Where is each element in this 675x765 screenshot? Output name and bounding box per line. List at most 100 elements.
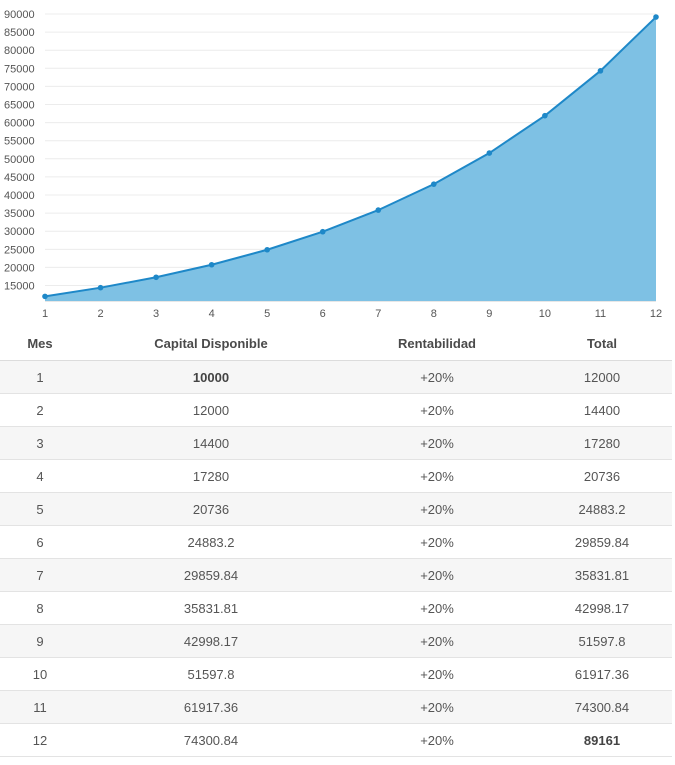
cell-mes: 1 [0,360,80,394]
y-tick-label: 75000 [4,63,35,75]
cell-capital: 74300.84 [80,723,342,757]
y-tick-label: 15000 [4,281,35,293]
data-point [319,228,326,235]
data-point [264,246,270,253]
growth-chart: 15000 20000 25000 30000 35000 40000 45000 50000… [0,0,675,326]
cell-total: 29859.84 [532,525,672,559]
cell-rentabilidad: +20% [342,558,532,592]
y-tick-label: 55000 [4,136,35,148]
returns-table-container: Mes Capital Disponible Rentabilidad Tota… [0,326,672,757]
header-capital: Capital Disponible [80,326,342,361]
x-tick-label: 9 [486,308,492,320]
cell-total: 17280 [532,426,672,460]
y-tick-label: 90000 [4,9,35,21]
cell-capital: 51597.8 [80,657,342,691]
table-row: 1 10000 +20% 12000 [0,360,672,394]
cell-total: 51597.8 [532,624,672,658]
cell-capital: 35831.81 [80,591,342,625]
cell-mes: 6 [0,525,80,559]
cell-mes: 3 [0,426,80,460]
cell-total: 89161 [532,723,672,757]
table-row: 6 24883.2 +20% 29859.84 [0,525,672,559]
cell-rentabilidad: +20% [342,393,532,427]
table-body: 1 10000 +20% 12000 2 12000 +20% 14400 3 14400 +20%… [0,360,672,757]
x-tick-label: 7 [375,308,381,320]
header-rentabilidad: Rentabilidad [342,326,532,361]
cell-total: 12000 [532,360,672,394]
cell-capital: 10000 [80,360,342,394]
cell-capital: 29859.84 [80,558,342,592]
point-layer [42,14,659,300]
y-tick-label: 20000 [4,262,35,274]
cell-mes: 11 [0,690,80,724]
cell-capital: 42998.17 [80,624,342,658]
table-row: 12 74300.84 +20% 89161 [0,723,672,757]
data-point [208,261,215,268]
cell-rentabilidad: +20% [342,525,532,559]
data-point [431,181,437,187]
y-tick-label: 85000 [4,27,35,39]
data-point [597,68,604,74]
x-tick-label: 3 [153,308,159,320]
cell-rentabilidad: +20% [342,459,532,493]
y-tick-label: 25000 [4,244,35,256]
returns-table: Mes Capital Disponible Rentabilidad Tota… [0,326,672,757]
cell-rentabilidad: +20% [342,690,532,724]
table-row: 4 17280 +20% 20736 [0,459,672,493]
data-point [653,14,659,20]
line-layer [44,16,657,298]
y-axis-ticks: 15000 20000 25000 30000 35000 40000 45000 50000… [4,9,35,293]
table-row: 3 14400 +20% 17280 [0,426,672,460]
data-point [42,293,48,300]
x-tick-label: 10 [539,308,551,320]
cell-rentabilidad: +20% [342,624,532,658]
cell-mes: 2 [0,393,80,427]
series-line [44,16,657,298]
y-tick-label: 30000 [4,226,35,238]
table-row: 9 42998.17 +20% 51597.8 [0,624,672,658]
table-row: 8 35831.81 +20% 42998.17 [0,591,672,625]
x-tick-label: 11 [595,308,606,320]
data-point [97,284,104,291]
y-tick-label: 35000 [4,208,35,220]
cell-rentabilidad: +20% [342,492,532,526]
y-tick-label: 60000 [4,118,35,130]
y-tick-label: 70000 [4,81,35,93]
cell-mes: 8 [0,591,80,625]
cell-total: 35831.81 [532,558,672,592]
cell-capital: 61917.36 [80,690,342,724]
cell-rentabilidad: +20% [342,426,532,460]
data-point [486,150,493,156]
cell-mes: 10 [0,657,80,691]
cell-rentabilidad: +20% [342,591,532,625]
cell-rentabilidad: +20% [342,360,532,394]
cell-total: 24883.2 [532,492,672,526]
cell-mes: 9 [0,624,80,658]
x-tick-label: 2 [97,308,103,320]
series-area [45,17,656,302]
table-row: 11 61917.36 +20% 74300.84 [0,690,672,724]
table-row: 5 20736 +20% 24883.2 [0,492,672,526]
table-row: 10 51597.8 +20% 61917.36 [0,657,672,691]
table-header-row: Mes Capital Disponible Rentabilidad Tota… [0,326,672,361]
cell-total: 42998.17 [532,591,672,625]
cell-mes: 4 [0,459,80,493]
cell-total: 74300.84 [532,690,672,724]
table-row: 2 12000 +20% 14400 [0,393,672,427]
cell-capital: 12000 [80,393,342,427]
x-axis-ticks: 1 2 3 4 5 6 7 8 9 10 11 12 [42,308,662,320]
cell-total: 14400 [532,393,672,427]
cell-rentabilidad: +20% [342,723,532,757]
x-tick-label: 12 [650,308,662,320]
cell-capital: 20736 [80,492,342,526]
x-tick-label: 6 [320,308,326,320]
x-tick-label: 5 [264,308,270,320]
cell-total: 20736 [532,459,672,493]
cell-mes: 5 [0,492,80,526]
x-tick-label: 8 [431,308,437,320]
header-total: Total [532,326,672,361]
chart-svg: 15000 20000 25000 30000 35000 40000 45000 50000… [4,9,662,320]
cell-mes: 7 [0,558,80,592]
y-tick-label: 50000 [4,154,35,166]
y-tick-label: 65000 [4,100,35,112]
